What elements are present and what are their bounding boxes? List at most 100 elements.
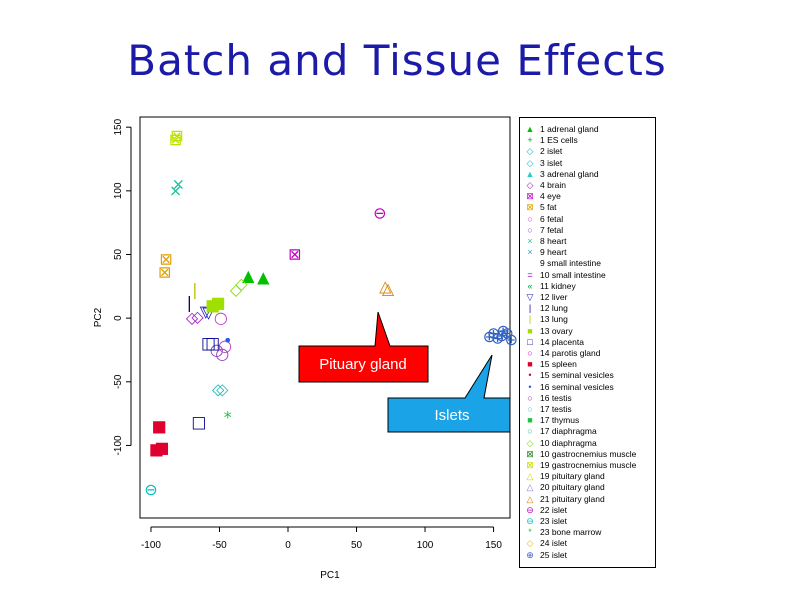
legend-symbol: | [528, 303, 532, 314]
legend-label: 16 testis [540, 392, 572, 403]
legend-symbol: | [528, 314, 532, 325]
legend-item: ○ 7 fetal [524, 225, 563, 236]
data-point: ■ [154, 438, 169, 457]
x-axis-label: PC1 [320, 570, 340, 581]
legend-symbol: △ [526, 493, 534, 504]
data-point: ⊕ [505, 330, 518, 349]
legend-item: ⊠ 19 gastrocnemius muscle [524, 460, 636, 471]
legend-symbol: ◇ [526, 180, 534, 190]
x-tick-label: -50 [212, 540, 227, 551]
x-tick-label: -100 [141, 540, 161, 551]
data-point: ○ [215, 344, 229, 363]
legend-symbol: ○ [527, 392, 533, 403]
legend-label: 4 eye [540, 191, 561, 202]
legend-symbol: ■ [527, 415, 533, 426]
legend-item: ■ 17 thymus [524, 415, 579, 426]
legend-label: 17 thymus [540, 415, 580, 426]
data-point: ⊖ [373, 204, 386, 223]
legend-label: 11 kidney [540, 280, 576, 291]
legend-label: 12 lung [540, 303, 568, 314]
legend-label: 23 islet [540, 516, 567, 526]
legend-label: 23 bone marrow [540, 527, 602, 538]
legend-label: 24 islet [540, 538, 567, 549]
data-point: ▲ [257, 267, 270, 286]
legend-item: ⊕ 25 islet [524, 550, 567, 561]
data-point: ⊕ [483, 327, 496, 346]
legend-item: | 12 lung [524, 303, 568, 314]
data-point: ⊖ [144, 480, 157, 499]
legend-label: 19 gastrocnemius muscle [540, 460, 637, 470]
plot-axes: -100 -50 0 50 100 150 PC1 -100 -50 0 50 100 150 PC2 [93, 116, 511, 581]
y-tick-label: -50 [113, 374, 124, 389]
y-tick-label: 100 [113, 182, 124, 199]
legend-label: 10 diaphragma [540, 437, 597, 448]
data-point: × [169, 181, 182, 200]
legend-symbol: * [528, 527, 532, 538]
legend-symbol: ■ [527, 325, 533, 336]
legend-label: 15 spleen [540, 359, 577, 370]
legend-item: « 11 kidney [524, 280, 576, 292]
legend-label: 7 fetal [540, 224, 564, 235]
x-tick-label: 100 [417, 540, 434, 551]
legend-item: +1 ES cells [524, 135, 577, 146]
data-point: ⊠ [159, 250, 172, 269]
legend-symbol: ◇ [526, 146, 534, 157]
data-point: | [187, 293, 192, 312]
legend-item: ◇ 3 islet [524, 157, 563, 169]
legend-symbol: × [527, 247, 533, 258]
data-point: × [172, 174, 185, 193]
legend-label: 15 seminal vesicles [540, 370, 614, 381]
legend-symbol: ○ [527, 426, 533, 437]
data-point: ⊕ [487, 323, 500, 342]
legend-symbol: ○ [527, 213, 533, 224]
legend-item: ■ 13 ovary [524, 325, 572, 337]
data-point: ▲ [242, 266, 255, 285]
legend-item: ⊖ 23 islet [524, 516, 567, 527]
legend: ▲ 1 adrenal gland +1 ES cells ◇ 2 islet ◇ 3 is… [519, 117, 656, 568]
data-point: ■ [205, 295, 220, 314]
legend-item: △ 21 pituitary gland [524, 494, 605, 505]
legend-label: 6 fetal [540, 213, 564, 224]
legend-item: × 9 heart [524, 247, 566, 258]
data-point: * [224, 407, 232, 426]
legend-symbol: ▲ [525, 124, 535, 134]
legend-symbol: ◇ [526, 538, 534, 549]
legend-item: × 8 heart [524, 236, 566, 247]
legend-symbol: • [528, 370, 532, 381]
data-point: ■ [211, 293, 226, 312]
legend-label: 1 adrenal gland [540, 124, 599, 134]
legend-item: △ 19 pituitary gland [524, 471, 605, 482]
y-tick-label: 50 [113, 248, 124, 260]
legend-symbol: ▽ [526, 292, 534, 302]
legend-item: ◇ 4 brain [524, 180, 566, 191]
legend-symbol: ◇ [526, 157, 534, 168]
legend-label: 10 gastrocnemius muscle [540, 448, 637, 459]
data-point: ⊠ [158, 262, 171, 281]
data-point: △ [379, 276, 392, 295]
slide-title: Batch and Tissue Effects [127, 36, 667, 85]
legend-symbol: = [527, 269, 533, 280]
legend-item: ⊠ 4 eye [524, 191, 561, 202]
legend-label: 20 pituitary gland [540, 482, 605, 493]
legend-symbol: ◇ [526, 437, 534, 448]
legend-symbol: △ [526, 471, 534, 482]
data-point: ◇ [216, 379, 229, 398]
legend-symbol: × [527, 236, 533, 246]
data-point: □ [191, 413, 206, 432]
x-tick-label: 0 [285, 540, 291, 551]
legend-label: 8 heart [540, 236, 567, 246]
data-point: ⊠ [170, 126, 183, 145]
data-point: ⊕ [495, 326, 508, 345]
data-point: ◇ [186, 308, 199, 327]
legend-symbol: ⊠ [526, 448, 534, 459]
data-point: | [192, 280, 197, 299]
data-point: ▽ [202, 303, 215, 322]
legend-label: 9 small intestine [540, 258, 601, 269]
legend-symbol: ⊕ [526, 549, 534, 560]
legend-label: 16 seminal vesicles [540, 381, 614, 392]
data-point: ⊠ [169, 130, 182, 149]
legend-item: ■ 15 spleen [524, 359, 577, 370]
data-point: ⊕ [491, 329, 504, 348]
legend-item: ○ 17 testis [524, 404, 571, 415]
y-tick-label: 150 [113, 118, 124, 135]
